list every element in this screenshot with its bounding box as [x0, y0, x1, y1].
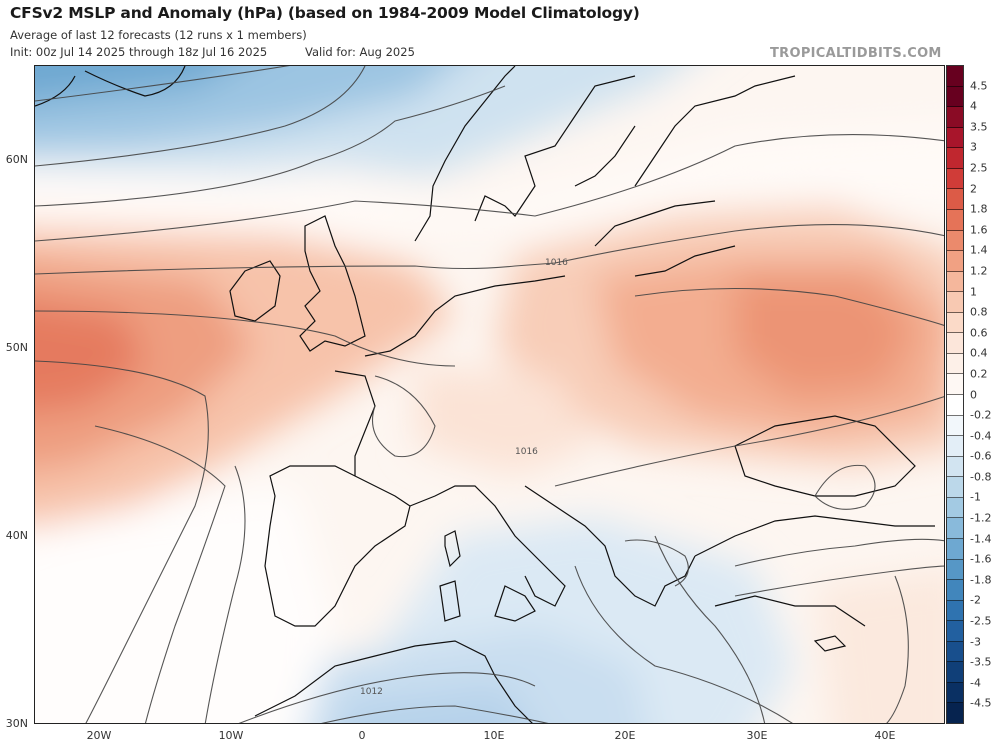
colorbar-segment [947, 580, 963, 601]
map-panel: 1016 1016 1012 [34, 65, 945, 724]
colorbar-segment [947, 662, 963, 683]
anomaly-shading [35, 66, 944, 723]
colorbar-segment [947, 230, 963, 252]
lat-tick-60n: 60N [5, 153, 28, 166]
colorbar-label: 3.5 [970, 120, 988, 134]
lat-tick-40n: 40N [5, 529, 28, 542]
colorbar-label: 1.4 [970, 243, 988, 257]
colorbar [946, 65, 964, 724]
lon-tick-40e: 40E [874, 729, 896, 742]
init-time: Init: 00z Jul 14 2025 through 18z Jul 16… [10, 45, 268, 59]
coastlines [35, 66, 935, 723]
colorbar-segment [947, 559, 963, 581]
colorbar-segment [947, 477, 963, 498]
colorbar-label: 0.6 [970, 326, 988, 340]
colorbar-label: -3.5 [970, 655, 992, 669]
colorbar-segment [947, 168, 963, 190]
colorbar-segment [947, 209, 963, 231]
colorbar-label: 1.2 [970, 264, 988, 278]
colorbar-segment [947, 333, 963, 354]
colorbar-label: 3 [970, 140, 977, 154]
colorbar-segment [947, 682, 963, 704]
colorbar-segment [947, 189, 963, 210]
lon-tick-30e: 30E [746, 729, 768, 742]
colorbar-label: 4 [970, 99, 977, 113]
colorbar-label: -1.6 [970, 552, 992, 566]
colorbar-segment [947, 66, 963, 87]
colorbar-segment [947, 86, 963, 108]
chart-title: CFSv2 MSLP and Anomaly (hPa) (based on 1… [10, 4, 640, 22]
lat-tick-30n: 30N [5, 717, 28, 730]
colorbar-segment [947, 312, 963, 334]
colorbar-segment [947, 641, 963, 663]
isobar-contours [35, 66, 944, 723]
colorbar-segment [947, 703, 963, 723]
colorbar-label: 1.8 [970, 202, 988, 216]
contour-labels: 1016 1016 1012 [360, 258, 568, 697]
colorbar-label: -1 [970, 490, 981, 504]
lon-tick-20w: 20W [86, 729, 112, 742]
valid-time: Valid for: Aug 2025 [305, 45, 415, 59]
colorbar-label: -0.4 [970, 429, 992, 443]
colorbar-label: 1 [970, 285, 977, 299]
lon-tick-20e: 20E [614, 729, 636, 742]
colorbar-label: -1.8 [970, 573, 992, 587]
colorbar-segment [947, 456, 963, 478]
colorbar-label: -1.2 [970, 511, 992, 525]
colorbar-label: -4.5 [970, 696, 992, 710]
colorbar-label: -2 [970, 593, 981, 607]
contour-label-1012: 1012 [360, 687, 383, 697]
colorbar-segment [947, 127, 963, 149]
lon-tick-10e: 10E [483, 729, 505, 742]
colorbar-segment [947, 600, 963, 622]
colorbar-label: -4 [970, 676, 981, 690]
colorbar-label: 4.5 [970, 79, 988, 93]
colorbar-label: 2 [970, 182, 977, 196]
colorbar-segment [947, 518, 963, 539]
colorbar-segment [947, 538, 963, 560]
colorbar-label: -0.8 [970, 470, 992, 484]
contour-label-1016-adriatic: 1016 [515, 447, 538, 457]
colorbar-label: 0.8 [970, 305, 988, 319]
colorbar-segment [947, 251, 963, 272]
colorbar-label: -1.4 [970, 532, 992, 546]
colorbar-segment [947, 395, 963, 416]
colorbar-label: 0 [970, 388, 977, 401]
colorbar-segment [947, 353, 963, 375]
colorbar-label: 2.5 [970, 161, 988, 175]
colorbar-segment [947, 107, 963, 128]
colorbar-label: 0.2 [970, 367, 988, 381]
lon-tick-10w: 10W [218, 729, 244, 742]
lat-tick-50n: 50N [5, 341, 28, 354]
lon-tick-0: 0 [358, 729, 366, 742]
colorbar-segment [947, 497, 963, 519]
colorbar-segment [947, 415, 963, 437]
colorbar-segment [947, 292, 963, 313]
colorbar-label: -2.5 [970, 614, 992, 628]
anomaly-map: 1016 1016 1012 [35, 66, 944, 723]
colorbar-label: -0.2 [970, 408, 992, 422]
colorbar-segment [947, 148, 963, 169]
colorbar-label: 0.4 [970, 346, 988, 360]
colorbar-label: -3 [970, 635, 981, 649]
colorbar-segment [947, 621, 963, 642]
colorbar-label: 1.6 [970, 223, 988, 237]
contour-label-1016-north: 1016 [545, 258, 568, 268]
colorbar-segment [947, 374, 963, 395]
chart-subtitle: Average of last 12 forecasts (12 runs x … [10, 28, 307, 42]
colorbar-segment [947, 436, 963, 457]
colorbar-segment [947, 271, 963, 293]
colorbar-label: -0.6 [970, 449, 992, 463]
brand-watermark: TROPICALTIDBITS.COM [770, 46, 942, 61]
